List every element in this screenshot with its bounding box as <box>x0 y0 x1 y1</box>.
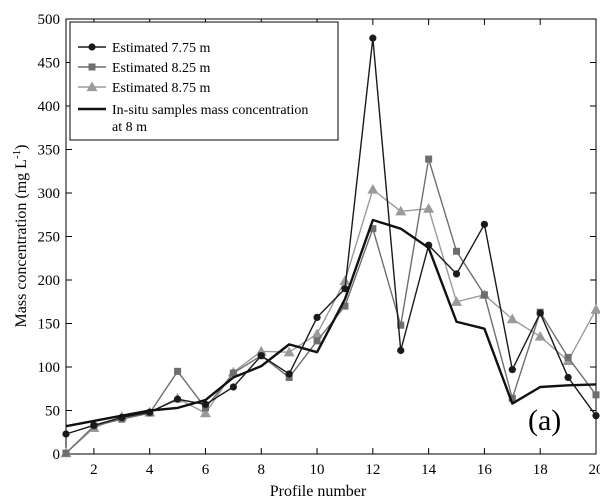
y-tick-label: 200 <box>38 273 61 289</box>
data-point-square <box>62 449 70 457</box>
data-point-circle <box>173 395 182 403</box>
y-tick-label: 50 <box>45 404 60 420</box>
y-axis-title: Mass concentration (mg L-1) <box>11 145 30 328</box>
data-point-circle <box>536 309 544 317</box>
legend: Estimated 7.75 m Estimated 8.25 m Estimate… <box>69 21 339 141</box>
data-point-circle <box>90 421 98 429</box>
y-tick-label: 350 <box>38 143 61 159</box>
data-point-circle <box>452 270 461 278</box>
data-point-square <box>88 63 96 71</box>
data-point-triangle <box>506 313 518 324</box>
data-point-triangle <box>423 203 435 213</box>
data-point-circle <box>229 383 237 391</box>
x-tick-label: 8 <box>258 462 266 478</box>
data-point-square <box>592 391 600 399</box>
data-point-square <box>229 369 237 377</box>
series-3 <box>60 184 600 458</box>
y-tick-label: 0 <box>53 447 61 463</box>
axes: 2 4 6 8 10 12 14 16 18 20050100150200250300350400… <box>38 12 600 478</box>
series-layer <box>60 34 600 458</box>
data-point-square <box>174 367 182 375</box>
data-point-triangle <box>311 328 323 339</box>
legend-entry: Estimated 8.75 m <box>78 81 210 96</box>
y-tick-label: 250 <box>38 230 61 246</box>
y-axis-title-sup: -1 <box>11 150 23 159</box>
data-point-circle <box>592 412 600 420</box>
data-point-triangle <box>367 184 379 194</box>
x-tick-label: 16 <box>477 462 493 478</box>
y-axis-title-main: Mass concentration (mg L <box>13 159 30 327</box>
x-axis-title: Profile number <box>270 483 367 500</box>
data-point-square <box>341 302 349 310</box>
legend-box <box>69 21 339 141</box>
y-axis-title-close: ) <box>13 145 30 150</box>
x-tick-label: 14 <box>421 462 437 478</box>
data-point-square <box>564 353 572 361</box>
series-line <box>65 218 597 428</box>
y-tick-label: 100 <box>38 360 61 376</box>
data-point-triangle <box>534 331 546 341</box>
legend-label: Estimated 7.75 m <box>112 41 210 56</box>
data-point-triangle <box>339 275 351 285</box>
x-tick-label: 2 <box>90 462 98 478</box>
x-tick-label: 18 <box>533 462 548 478</box>
y-tick-label: 300 <box>38 186 61 202</box>
legend-label: Estimated 8.75 m <box>112 81 210 96</box>
data-point-square <box>397 321 405 329</box>
legend-label-line2: at 8 m <box>112 120 147 135</box>
data-point-circle <box>285 370 293 378</box>
x-tick-label: 12 <box>365 462 380 478</box>
data-point-circle <box>397 346 405 355</box>
legend-entry: In-situ samples mass concentration at 8 m <box>78 103 308 135</box>
data-point-circle <box>564 373 572 382</box>
y-tick-label: 500 <box>38 12 61 28</box>
data-point-circle <box>313 313 321 322</box>
data-point-circle <box>201 400 210 409</box>
data-point-square <box>425 155 433 163</box>
y-tick-label: 150 <box>38 317 61 333</box>
data-point-circle <box>88 43 96 51</box>
data-point-triangle <box>283 346 295 357</box>
y-tick-label: 450 <box>38 56 61 72</box>
data-point-square <box>313 337 321 345</box>
legend-entry: Estimated 8.25 m <box>78 61 210 76</box>
data-point-triangle <box>590 304 600 314</box>
data-point-triangle <box>199 407 211 418</box>
data-point-triangle <box>86 81 98 92</box>
data-point-square <box>453 247 461 255</box>
series-4 <box>65 218 597 428</box>
y-tick-label: 400 <box>38 99 61 115</box>
legend-entry: Estimated 7.75 m <box>78 41 210 56</box>
data-point-triangle <box>451 296 463 306</box>
data-point-circle <box>62 430 70 438</box>
data-point-circle <box>257 352 265 360</box>
x-tick-label: 20 <box>589 462 600 478</box>
data-point-triangle <box>395 205 407 216</box>
data-point-circle <box>480 220 489 228</box>
data-point-circle <box>508 366 516 374</box>
data-point-square <box>508 394 516 402</box>
x-tick-label: 4 <box>146 462 154 478</box>
legend-label: In-situ samples mass concentration <box>112 103 308 118</box>
data-point-circle <box>369 34 377 42</box>
x-tick-label: 10 <box>310 462 325 478</box>
panel-label: (a) <box>528 404 561 437</box>
x-tick-label: 6 <box>202 462 210 478</box>
legend-label: Estimated 8.25 m <box>112 61 210 76</box>
data-point-square <box>369 225 377 233</box>
data-point-square <box>480 291 488 299</box>
